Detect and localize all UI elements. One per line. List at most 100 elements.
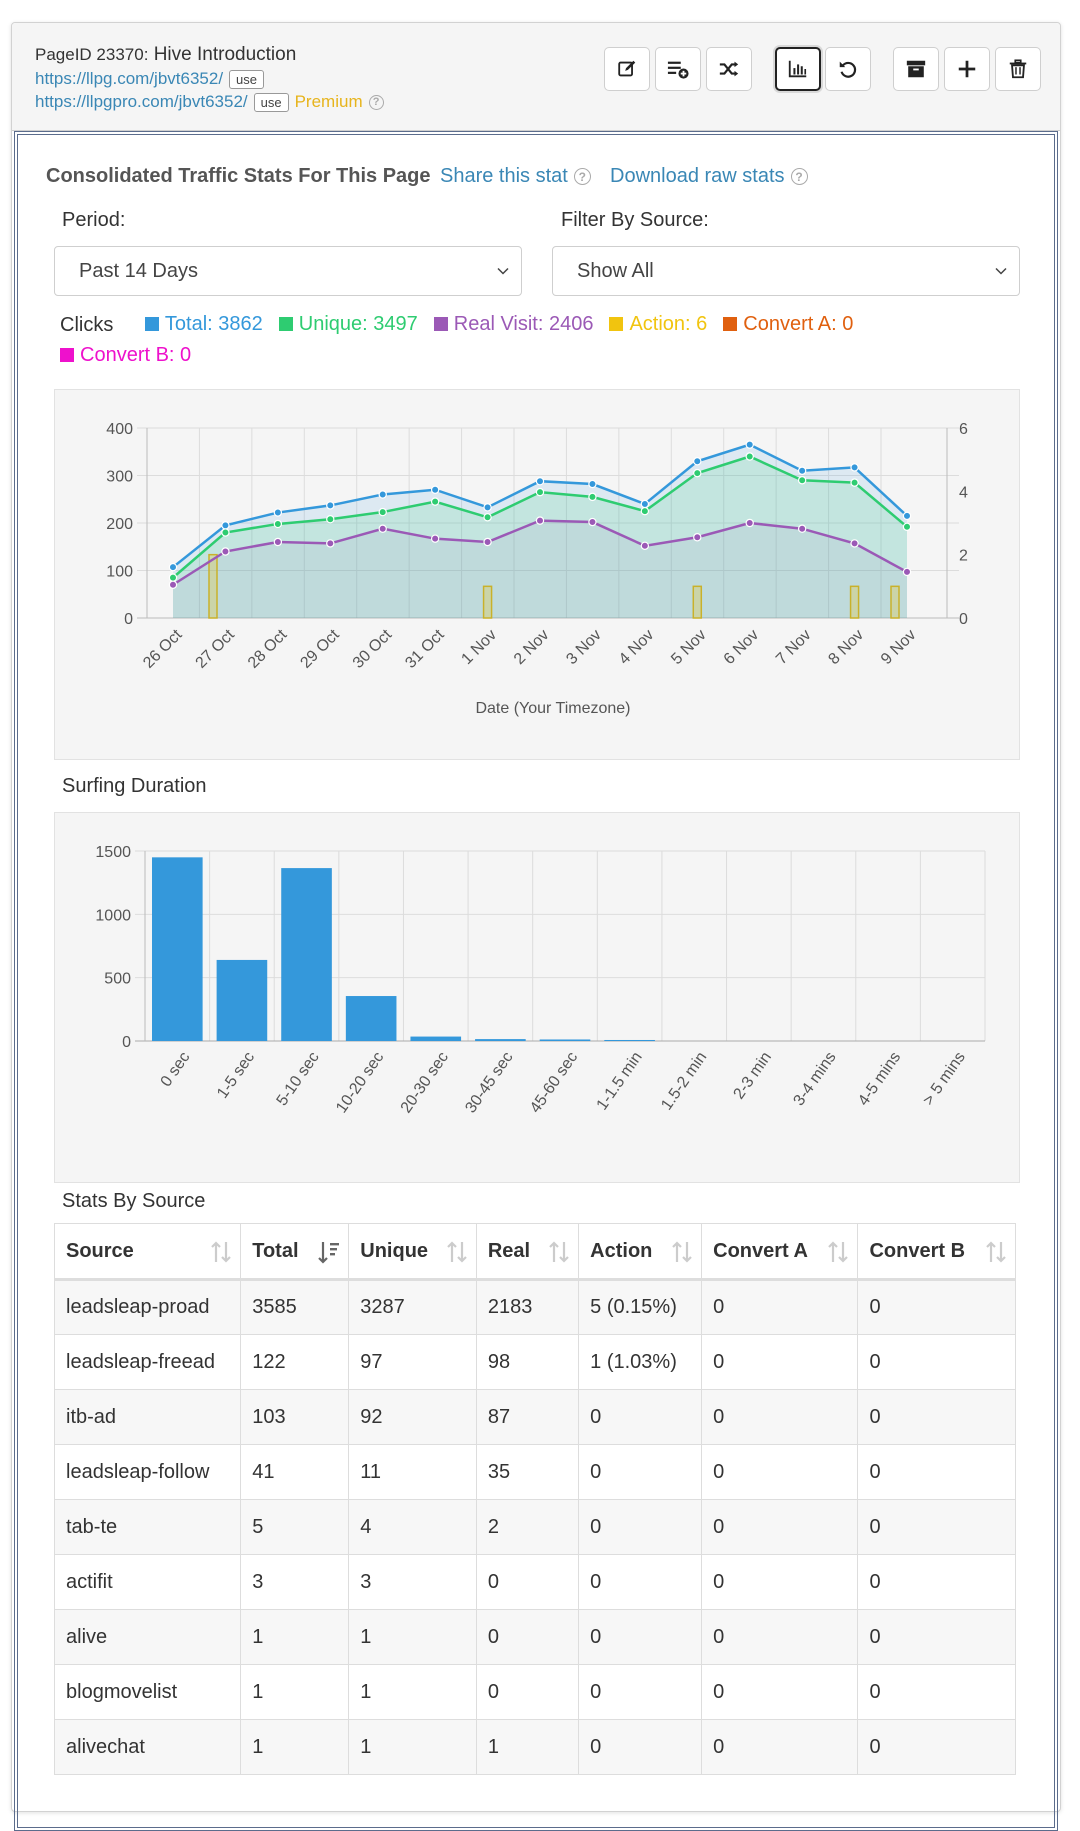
table-cell: 5 (0.15%) bbox=[578, 1279, 703, 1335]
x-tick: 1-5 sec bbox=[214, 1049, 258, 1102]
share-stat-link[interactable]: Share this stat bbox=[440, 165, 568, 187]
column-header[interactable]: Unique bbox=[348, 1223, 477, 1281]
period-value: Past 14 Days bbox=[79, 259, 198, 282]
y-tick-label: 400 bbox=[106, 421, 133, 438]
y-tick-label: 300 bbox=[106, 469, 133, 486]
table-cell: 0 bbox=[857, 1554, 1016, 1610]
use-button[interactable]: use bbox=[229, 69, 265, 89]
series-area bbox=[173, 520, 907, 618]
help-icon[interactable]: ? bbox=[790, 168, 808, 185]
x-tick-label: 31 Oct bbox=[402, 626, 448, 672]
table-cell: 0 bbox=[701, 1609, 859, 1665]
x-tick: 2 Nov bbox=[511, 626, 553, 668]
edit-button[interactable] bbox=[604, 47, 650, 91]
table-cell: 122 bbox=[240, 1334, 350, 1390]
column-header[interactable]: Action bbox=[578, 1223, 703, 1281]
table-cell: 1 (1.03%) bbox=[578, 1334, 703, 1390]
rotate-button[interactable] bbox=[706, 47, 752, 91]
data-point bbox=[797, 466, 807, 475]
filter-label: Filter By Source: bbox=[561, 209, 709, 231]
table-cell: 0 bbox=[857, 1499, 1016, 1555]
data-point bbox=[168, 562, 178, 572]
chevron-down-icon bbox=[995, 267, 1007, 275]
period-select[interactable]: Past 14 Days bbox=[54, 246, 522, 296]
column-header[interactable]: Real bbox=[475, 1223, 580, 1281]
delete-button[interactable] bbox=[995, 47, 1041, 91]
legend-item[interactable]: Convert B: 0 bbox=[60, 340, 191, 370]
data-point bbox=[640, 499, 650, 509]
column-header-label: Convert B bbox=[869, 1239, 966, 1262]
data-point bbox=[430, 497, 440, 506]
table-cell: 35 bbox=[475, 1444, 580, 1500]
action-bar bbox=[890, 585, 900, 619]
column-header[interactable]: Source bbox=[53, 1223, 242, 1281]
help-icon[interactable]: ? bbox=[368, 94, 384, 110]
action-bar bbox=[482, 585, 493, 619]
edit-icon bbox=[618, 60, 636, 77]
x-tick: 0 sec bbox=[158, 1049, 194, 1090]
column-header[interactable]: Convert A bbox=[701, 1223, 859, 1281]
legend-swatch bbox=[278, 317, 293, 331]
series-area bbox=[173, 444, 907, 618]
table-row: actifit 3 3 0 0 0 0 bbox=[53, 1554, 1016, 1610]
table-cell: actifit bbox=[53, 1554, 242, 1610]
table-row: leadsleap-proad 3585 3287 2183 5 (0.15%) 0 0 bbox=[53, 1279, 1016, 1335]
page-url-link[interactable]: https://llpg.com/jbvt6352/ bbox=[35, 69, 224, 88]
add-to-list-button[interactable] bbox=[655, 47, 701, 91]
page-name: Hive Introduction bbox=[153, 44, 297, 65]
url-line-2: https://llpgpro.com/jbvt6352/ use Premiu… bbox=[35, 92, 384, 112]
x-tick-label: 2-3 min bbox=[731, 1049, 776, 1102]
legend-prefix: Clicks bbox=[60, 314, 114, 336]
legend-item[interactable]: Real Visit: 2406 bbox=[433, 309, 593, 339]
table-cell: 0 bbox=[857, 1664, 1016, 1720]
table-row: alivechat 1 1 1 0 0 0 bbox=[53, 1719, 1016, 1775]
clicks-chart-svg: 0 100 200 300 400 0 2 4 6 26 Oct 27 Oct 28 Oct 29 Oc… bbox=[106, 421, 968, 717]
data-point bbox=[640, 506, 650, 516]
legend-item[interactable]: Total: 3862 bbox=[144, 309, 263, 339]
source-filter-select[interactable]: Show All bbox=[552, 246, 1020, 296]
legend-swatch bbox=[433, 317, 448, 331]
table-cell: itb-ad bbox=[53, 1389, 242, 1445]
table-row: leadsleap-follow 41 11 35 0 0 0 bbox=[53, 1444, 1016, 1500]
data-point bbox=[273, 519, 283, 529]
x-tick: 9 Nov bbox=[878, 626, 920, 668]
use-button[interactable]: use bbox=[253, 92, 289, 112]
column-header[interactable]: Convert B bbox=[857, 1223, 1016, 1281]
archive-button[interactable] bbox=[893, 47, 939, 91]
shuffle-icon bbox=[719, 61, 739, 77]
table-cell: leadsleap-proad bbox=[53, 1279, 242, 1335]
table-cell: 1 bbox=[348, 1664, 477, 1720]
help-icon[interactable]: ? bbox=[573, 168, 591, 185]
legend-item[interactable]: Unique: 3497 bbox=[278, 309, 418, 339]
data-point bbox=[378, 490, 387, 499]
sort-icon bbox=[211, 1241, 231, 1263]
data-point bbox=[430, 534, 440, 543]
x-tick: 1 Nov bbox=[458, 626, 500, 668]
stats-button[interactable] bbox=[775, 47, 821, 91]
add-button[interactable] bbox=[944, 47, 990, 91]
legend-swatch bbox=[723, 317, 738, 331]
data-point bbox=[588, 492, 597, 502]
table-cell: 3 bbox=[348, 1554, 477, 1610]
download-raw-stats-link[interactable]: Download raw stats bbox=[610, 165, 785, 187]
column-header-label: Action bbox=[590, 1239, 653, 1262]
table-cell: 3585 bbox=[240, 1279, 350, 1335]
table-cell: 0 bbox=[578, 1499, 703, 1555]
x-tick: 29 Oct bbox=[297, 626, 343, 672]
legend-label: Total: 3862 bbox=[164, 313, 263, 335]
x-tick-label: 30 Oct bbox=[350, 626, 396, 672]
sort-icon bbox=[672, 1241, 692, 1263]
x-tick: 7 Nov bbox=[773, 626, 815, 668]
reset-button[interactable] bbox=[825, 47, 871, 91]
y2-tick-label: 2 bbox=[959, 548, 968, 565]
x-tick: 20-30 sec bbox=[398, 1049, 452, 1116]
data-point bbox=[430, 485, 440, 494]
column-header[interactable]: Total bbox=[240, 1223, 350, 1281]
x-tick-label: > 5 mins bbox=[920, 1049, 969, 1109]
x-tick: 4 Nov bbox=[616, 626, 658, 668]
legend-item[interactable]: Action: 6 bbox=[609, 309, 707, 339]
legend-item[interactable]: Convert A: 0 bbox=[723, 309, 853, 339]
pro-url-link[interactable]: https://llpgpro.com/jbvt6352/ bbox=[35, 92, 248, 111]
table-cell: 0 bbox=[578, 1609, 703, 1665]
data-point bbox=[797, 476, 807, 485]
